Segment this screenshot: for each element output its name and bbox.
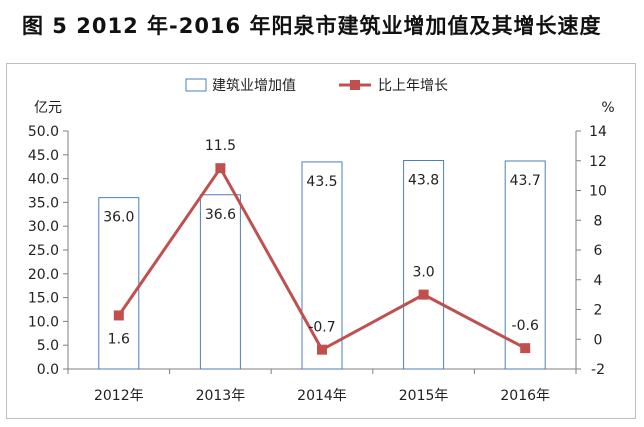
chart-title: 图 5 2012 年-2016 年阳泉市建筑业增加值及其增长速度 xyxy=(22,14,602,38)
growth-marker xyxy=(520,343,531,354)
left-tick-label: 30.0 xyxy=(28,219,59,235)
data-labels: 36.0 36.6 43.5 43.8 43.7 1.6 11.5 -0.7 3.0 -0.6 xyxy=(103,138,541,347)
x-tick-label: 2012年 xyxy=(94,388,144,404)
left-tick-label: 50.0 xyxy=(28,124,59,140)
left-tick-label: 35.0 xyxy=(28,195,59,211)
growth-marker xyxy=(113,310,124,321)
bar-value-label: 43.7 xyxy=(510,173,541,189)
bar xyxy=(403,160,445,370)
right-tick-label: 14 xyxy=(589,124,607,140)
x-tick-label: 2015年 xyxy=(399,388,449,404)
bar-series xyxy=(98,160,546,370)
x-tick-label: 2013年 xyxy=(196,388,246,404)
left-tick-label: 15.0 xyxy=(28,291,59,307)
left-tick-label: 25.0 xyxy=(28,243,59,259)
x-tick-label: 2016年 xyxy=(500,388,550,404)
legend: 建筑业增加值 比上年增长 xyxy=(185,78,448,94)
right-tick-label: 2 xyxy=(594,303,603,319)
line-value-label: -0.6 xyxy=(512,318,539,334)
left-tick-label: 0.0 xyxy=(37,362,59,378)
line-series xyxy=(113,163,531,355)
left-tick-label: 20.0 xyxy=(28,267,59,283)
left-tick-label: 10.0 xyxy=(28,314,59,330)
x-tick-label: 2014年 xyxy=(297,388,347,404)
legend-bar-label: 建筑业增加值 xyxy=(212,78,296,94)
left-tick-label: 40.0 xyxy=(28,172,59,188)
right-tick-label: 4 xyxy=(594,273,603,289)
line-value-label: 3.0 xyxy=(412,265,434,281)
right-tick-label: 12 xyxy=(589,154,607,170)
bar xyxy=(199,194,241,370)
bar xyxy=(98,197,140,370)
bar-value-label: 43.8 xyxy=(408,173,439,189)
y-left-axis-title: 亿元 xyxy=(34,100,62,116)
legend-line-label: 比上年增长 xyxy=(378,78,448,94)
y-right-axis-title: % xyxy=(601,100,614,116)
right-tick-label: 0 xyxy=(594,332,603,348)
right-tick-label: -2 xyxy=(591,362,605,378)
bar-value-label: 36.0 xyxy=(103,210,134,226)
axes: 0.0 5.0 10.0 15.0 20.0 25.0 30.0 35.0 40.0 45.0 50… xyxy=(28,100,615,404)
growth-marker xyxy=(418,289,429,300)
chart-frame xyxy=(6,63,636,419)
line-value-label: -0.7 xyxy=(308,320,335,336)
bar xyxy=(504,160,546,370)
line-value-label: 1.6 xyxy=(108,331,130,347)
legend-line-marker xyxy=(350,80,360,90)
growth-marker xyxy=(215,163,226,174)
bar-value-label: 36.6 xyxy=(205,207,236,223)
left-tick-label: 5.0 xyxy=(37,338,59,354)
right-tick-label: 8 xyxy=(594,213,603,229)
line-value-label: 11.5 xyxy=(205,138,236,154)
growth-marker xyxy=(317,344,327,355)
bar xyxy=(301,161,343,370)
bar-value-label: 43.5 xyxy=(306,174,337,190)
legend-bar-swatch xyxy=(185,78,207,92)
right-tick-label: 10 xyxy=(589,184,607,200)
left-tick-label: 45.0 xyxy=(28,148,59,164)
right-tick-label: 6 xyxy=(594,243,603,259)
